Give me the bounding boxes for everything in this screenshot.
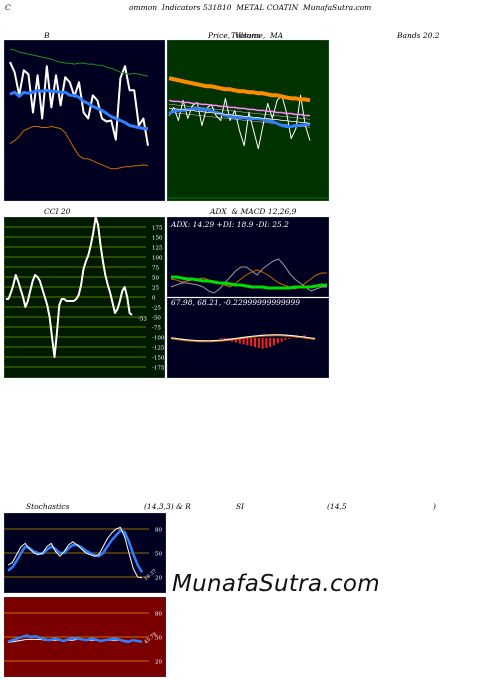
stoch-tick-label: 80 bbox=[155, 528, 162, 534]
cci-line bbox=[6, 217, 133, 358]
price-chart bbox=[167, 40, 329, 201]
cci-tick-label: -175 bbox=[152, 366, 165, 372]
page-title-c: C bbox=[5, 3, 11, 12]
rsi-tick-label: 50 bbox=[155, 636, 162, 642]
rsi-tick-label: 80 bbox=[155, 612, 162, 618]
bollinger-label: B bbox=[44, 31, 50, 40]
watermark: MunafaSutra.com bbox=[172, 571, 380, 597]
stoch-k-line bbox=[7, 526, 143, 579]
cci-label: CCI 20 bbox=[44, 207, 71, 216]
cci-tick-label: -125 bbox=[152, 346, 165, 352]
macd-signal-line bbox=[170, 335, 316, 343]
macd-values: 67.98, 68.21, -0.22999999999999 bbox=[171, 298, 300, 307]
stoch-d-line bbox=[7, 529, 144, 573]
adx-chart: ADX: 14.29 +DI: 18.9 -DI: 25.2 bbox=[167, 217, 329, 297]
cci-tick-label: -75 bbox=[152, 326, 161, 332]
stoch-tick-label: 20 bbox=[155, 576, 162, 582]
stoch-label: Stochastics bbox=[26, 502, 70, 511]
macd-chart: 67.98, 68.21, -0.22999999999999 bbox=[167, 298, 329, 378]
cci-tick-label: -150 bbox=[152, 356, 165, 362]
adx-macd-label: ADX & MACD 12,26,9 bbox=[210, 207, 297, 216]
rsi-close-label: ) bbox=[433, 502, 436, 511]
adx-mdi-line bbox=[170, 258, 327, 294]
bb-series-line bbox=[9, 48, 149, 77]
cci-tick-label: 100 bbox=[152, 256, 163, 262]
price-series-line bbox=[168, 106, 310, 128]
cci-tick-label: 50 bbox=[152, 276, 159, 282]
cci-chart: 175 150 125 100 75 50 25 0 -25 -50 -75 -100 -125 -150… bbox=[4, 217, 165, 378]
price-series-line bbox=[169, 107, 311, 124]
cci-last-value: -53 bbox=[138, 317, 147, 323]
adx-line bbox=[171, 275, 327, 290]
ma-line-faint bbox=[169, 112, 311, 128]
rsi-params-label: (14,5 bbox=[327, 502, 347, 511]
cci-tick-label: 150 bbox=[152, 236, 163, 242]
cci-tick-label: 0 bbox=[152, 296, 156, 302]
cci-tick-label: 25 bbox=[152, 286, 159, 292]
price-series-line bbox=[168, 76, 311, 103]
cci-tick-label: -25 bbox=[152, 306, 161, 312]
macd-line bbox=[170, 334, 316, 342]
price-label-overlap: Tillsons bbox=[231, 31, 261, 40]
cci-tick-label: 125 bbox=[152, 246, 163, 252]
bollinger-chart bbox=[4, 40, 165, 201]
price-label: Price, Volume, MA bbox=[208, 31, 284, 40]
stoch-params-label: (14,3,3) & R bbox=[144, 502, 191, 511]
bands-label: Bands 20.2 bbox=[397, 31, 440, 40]
rsi-tick-label: 20 bbox=[155, 660, 162, 666]
bb-series-line bbox=[9, 88, 148, 130]
bb-series-line bbox=[9, 61, 149, 146]
price-series-line bbox=[168, 94, 311, 150]
price-series-line bbox=[168, 99, 310, 117]
cci-tick-label: -100 bbox=[152, 336, 165, 342]
rsi-line bbox=[7, 634, 143, 644]
rsi-si-label: SI bbox=[236, 502, 245, 511]
page-title: ommon Indicators 531810 METAL COATIN Mun… bbox=[129, 3, 372, 12]
stoch-tick-label: 50 bbox=[155, 552, 162, 558]
bb-series-line bbox=[9, 126, 149, 170]
cci-tick-label: 75 bbox=[152, 266, 159, 272]
cci-tick-label: -50 bbox=[152, 316, 161, 322]
adx-values: ADX: 14.29 +DI: 18.9 -DI: 25.2 bbox=[170, 220, 289, 229]
cci-tick-label: 175 bbox=[152, 226, 163, 232]
